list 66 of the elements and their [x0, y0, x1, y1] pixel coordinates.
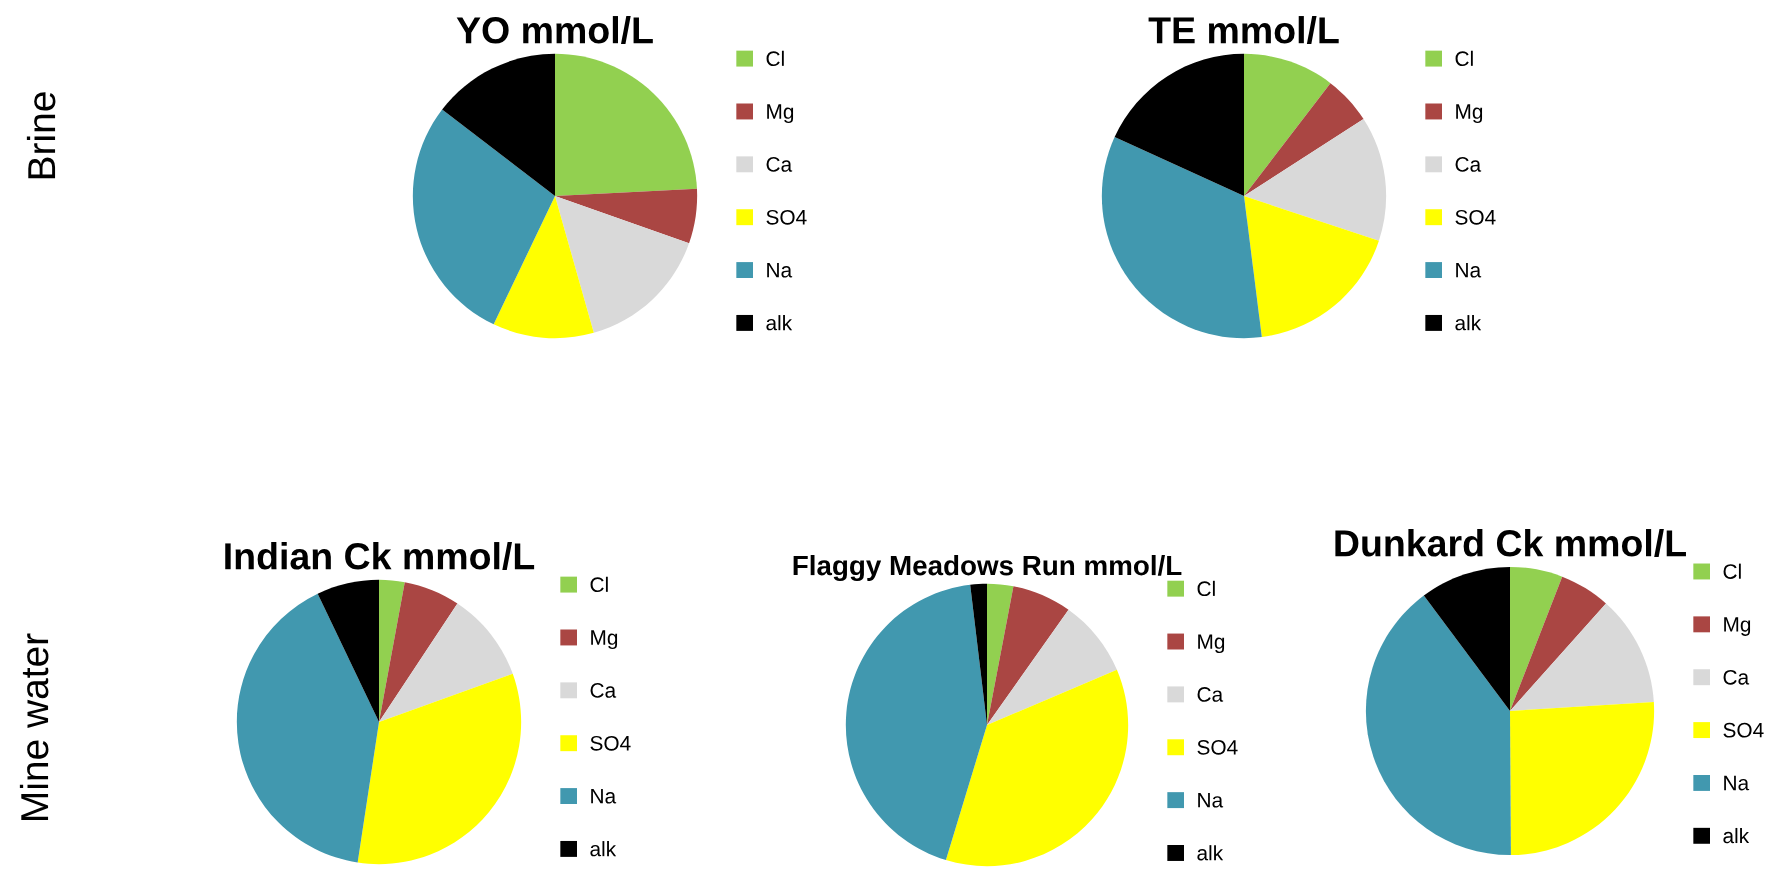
pie-slice: [1423, 566, 1510, 711]
legend-label: Ca: [766, 157, 793, 172]
pie-slice: [379, 603, 513, 722]
legend-label: Cl: [1723, 563, 1741, 579]
pie-slice: [555, 188, 698, 244]
legend-label: Na: [1456, 262, 1482, 278]
pie-slice: [357, 673, 522, 865]
pie-slice: [1114, 53, 1244, 196]
legend-label: alk: [1197, 845, 1224, 861]
legend-label: Na: [767, 262, 793, 278]
legend-label: SO4: [766, 209, 807, 225]
pie-slice: [555, 53, 697, 196]
pie-slice: [1244, 196, 1379, 338]
chart-title: Indian Ck mmol/L: [225, 542, 535, 570]
legend-label: Mg: [591, 630, 618, 650]
pie-slice: [987, 609, 1117, 725]
legend-label: Ca: [590, 683, 617, 698]
legend-label: Na: [1724, 775, 1750, 791]
pie-slice: [379, 582, 458, 722]
chart-title: YO mmol/L: [456, 16, 653, 44]
legend-label: Cl: [590, 576, 608, 593]
legend-label: SO4: [590, 735, 631, 751]
legend-label: Na: [591, 788, 617, 804]
pie-slice: [845, 584, 987, 861]
pie-slice: [1244, 83, 1364, 196]
chart-title: Flaggy Meadows Run mmol/L: [793, 554, 1182, 581]
chart-title: TE mmol/L: [1148, 16, 1339, 44]
legend-label: alk: [766, 315, 793, 331]
legend-label: Mg: [1724, 617, 1751, 636]
pie-slice: [236, 593, 379, 863]
legend-label: Ca: [1455, 157, 1482, 172]
chart-title: Dunkard Ck mmol/L: [1335, 529, 1686, 557]
pie-slice: [317, 579, 379, 722]
pie-slice: [987, 583, 1014, 725]
legend-label: Mg: [1456, 104, 1483, 124]
pie-slice: [1365, 595, 1511, 856]
pie-slice: [1510, 576, 1606, 711]
pie-slice: [1510, 603, 1654, 711]
pie-slice: [379, 579, 405, 722]
pie-slice: [493, 196, 594, 339]
pie-slice: [1101, 137, 1262, 339]
legend-label: Ca: [1723, 669, 1750, 685]
pie-slice: [1244, 53, 1331, 196]
legend-label: Mg: [1198, 634, 1225, 654]
legend-label: SO4: [1455, 209, 1496, 225]
pie-slice: [1244, 119, 1387, 241]
pie-slice: [412, 109, 555, 325]
text: Brine: [26, 92, 56, 179]
pie-slice: [987, 586, 1069, 725]
legend-label: alk: [1723, 827, 1750, 844]
pie-slice: [1510, 566, 1563, 711]
legend-label: Ca: [1197, 687, 1224, 702]
legend-label: alk: [590, 841, 617, 857]
pie-slice: [945, 669, 1129, 867]
legend-label: Mg: [767, 104, 794, 124]
legend-label: Cl: [1197, 580, 1215, 597]
pie-slice: [442, 53, 555, 196]
legend-label: SO4: [1723, 722, 1764, 738]
text: Mine water: [19, 633, 49, 820]
legend-label: Cl: [766, 50, 784, 67]
legend-label: Na: [1198, 793, 1224, 808]
pie-slice: [1510, 701, 1655, 856]
legend-label: Cl: [1455, 50, 1473, 67]
pie-slice: [555, 196, 690, 333]
legend-label: alk: [1455, 315, 1482, 331]
legend-label: SO4: [1197, 739, 1238, 755]
